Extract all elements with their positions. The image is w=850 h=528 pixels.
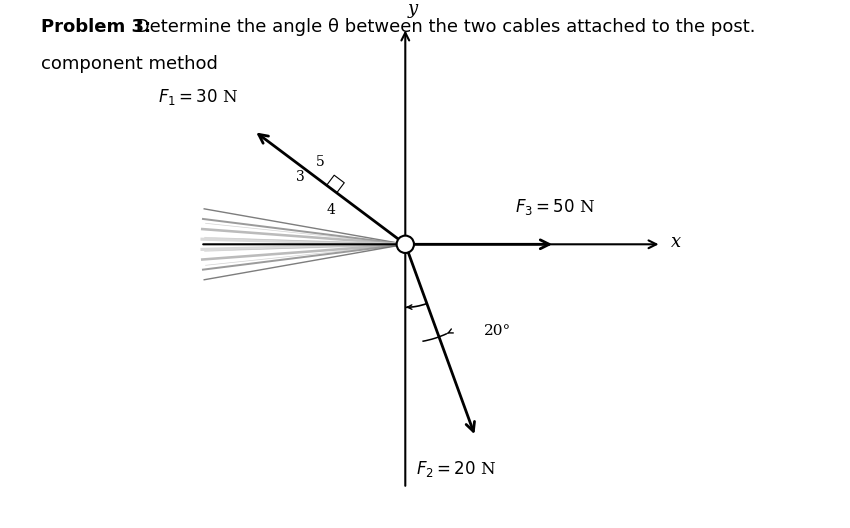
Text: Problem 3:: Problem 3: — [41, 18, 151, 36]
Text: component method: component method — [41, 55, 218, 73]
Text: Determine the angle θ between the two cables attached to the post.: Determine the angle θ between the two ca… — [130, 18, 756, 36]
Text: 5: 5 — [315, 155, 325, 169]
Text: x: x — [672, 233, 682, 251]
Text: y: y — [407, 0, 417, 18]
Text: 4: 4 — [326, 203, 335, 217]
Text: $F_1 = 30$ N: $F_1 = 30$ N — [158, 87, 238, 107]
Text: $F_3 = 50$ N: $F_3 = 50$ N — [515, 197, 595, 216]
Text: 3: 3 — [296, 171, 305, 184]
Text: $F_2 = 20$ N: $F_2 = 20$ N — [416, 458, 496, 478]
Circle shape — [397, 235, 414, 253]
Text: 20°: 20° — [484, 324, 512, 338]
